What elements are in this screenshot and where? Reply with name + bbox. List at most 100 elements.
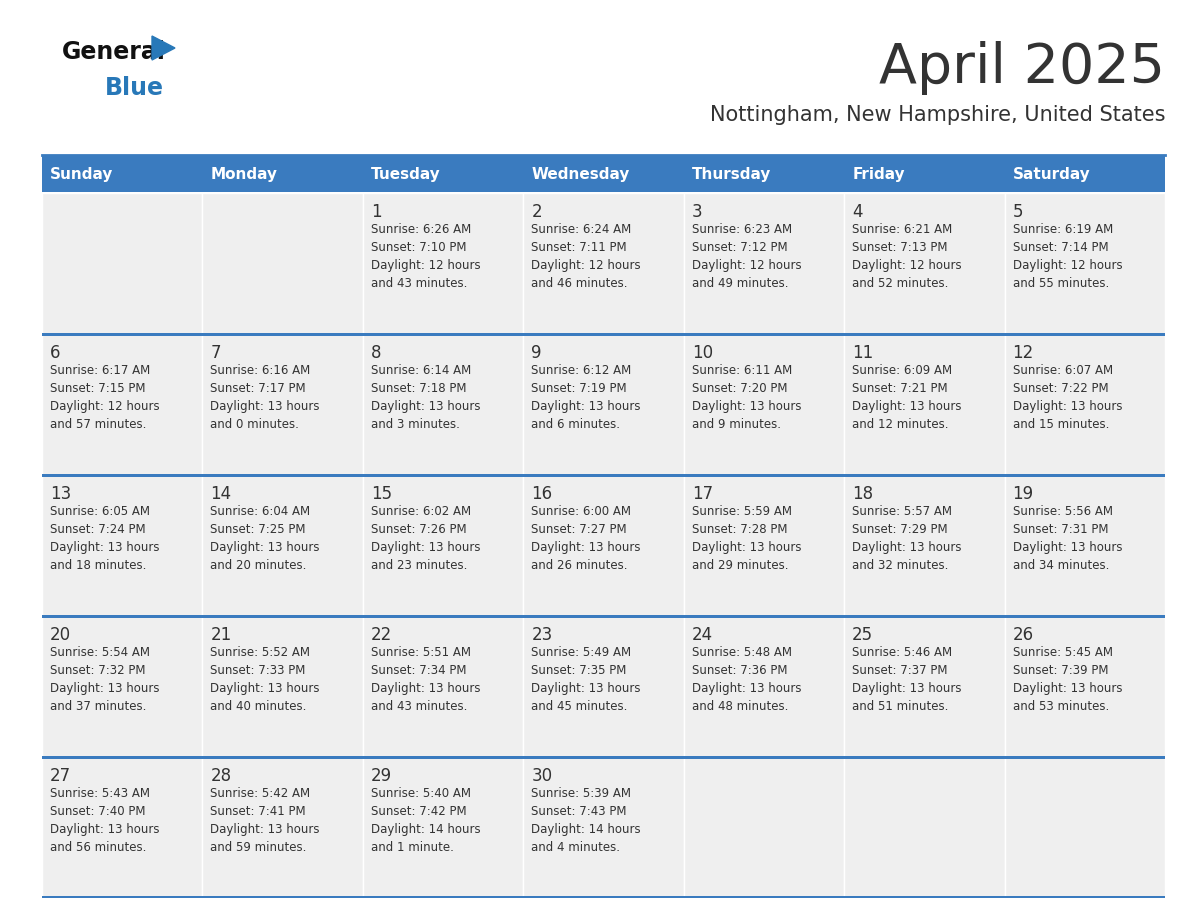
Text: Sunrise: 6:21 AM: Sunrise: 6:21 AM: [852, 223, 953, 236]
Bar: [1005, 334, 1165, 475]
Text: Tuesday: Tuesday: [371, 166, 441, 182]
Text: and 6 minutes.: and 6 minutes.: [531, 418, 620, 431]
Bar: [684, 616, 845, 757]
Text: Sunset: 7:20 PM: Sunset: 7:20 PM: [691, 382, 788, 395]
Text: and 49 minutes.: and 49 minutes.: [691, 277, 788, 290]
Text: 5: 5: [1012, 203, 1023, 221]
Text: Sunrise: 6:11 AM: Sunrise: 6:11 AM: [691, 364, 792, 377]
Text: and 52 minutes.: and 52 minutes.: [852, 277, 948, 290]
Bar: [42, 474, 1165, 476]
Text: Sunset: 7:19 PM: Sunset: 7:19 PM: [531, 382, 627, 395]
Bar: [42, 896, 1165, 898]
Text: and 55 minutes.: and 55 minutes.: [1012, 277, 1108, 290]
Bar: [42, 616, 202, 757]
Text: Daylight: 14 hours: Daylight: 14 hours: [371, 823, 480, 836]
Text: Sunrise: 5:59 AM: Sunrise: 5:59 AM: [691, 505, 791, 518]
Text: Daylight: 13 hours: Daylight: 13 hours: [531, 400, 640, 413]
Text: Sunset: 7:32 PM: Sunset: 7:32 PM: [50, 664, 145, 677]
Bar: [42, 332, 1165, 335]
Text: 25: 25: [852, 626, 873, 644]
Bar: [42, 757, 202, 898]
Text: 9: 9: [531, 344, 542, 362]
Text: 30: 30: [531, 767, 552, 785]
Bar: [362, 193, 523, 334]
Bar: [684, 334, 845, 475]
Text: April 2025: April 2025: [879, 41, 1165, 95]
Text: Daylight: 13 hours: Daylight: 13 hours: [210, 541, 320, 554]
Text: Sunset: 7:18 PM: Sunset: 7:18 PM: [371, 382, 467, 395]
Text: and 48 minutes.: and 48 minutes.: [691, 700, 788, 713]
Text: 4: 4: [852, 203, 862, 221]
Text: 22: 22: [371, 626, 392, 644]
Text: Daylight: 13 hours: Daylight: 13 hours: [371, 541, 480, 554]
Text: Sunset: 7:25 PM: Sunset: 7:25 PM: [210, 523, 307, 536]
Text: Sunset: 7:10 PM: Sunset: 7:10 PM: [371, 241, 467, 254]
Text: Sunrise: 5:51 AM: Sunrise: 5:51 AM: [371, 646, 470, 659]
Text: Sunrise: 6:00 AM: Sunrise: 6:00 AM: [531, 505, 631, 518]
Text: Daylight: 13 hours: Daylight: 13 hours: [1012, 400, 1123, 413]
Text: Nottingham, New Hampshire, United States: Nottingham, New Hampshire, United States: [709, 105, 1165, 125]
Text: Daylight: 13 hours: Daylight: 13 hours: [531, 541, 640, 554]
Text: 7: 7: [210, 344, 221, 362]
Text: and 40 minutes.: and 40 minutes.: [210, 700, 307, 713]
Text: Sunrise: 6:14 AM: Sunrise: 6:14 AM: [371, 364, 472, 377]
Bar: [362, 334, 523, 475]
Text: Wednesday: Wednesday: [531, 166, 630, 182]
Text: 20: 20: [50, 626, 71, 644]
Text: Sunrise: 5:40 AM: Sunrise: 5:40 AM: [371, 787, 470, 800]
Text: Monday: Monday: [210, 166, 278, 182]
Bar: [845, 193, 1005, 334]
Text: Daylight: 13 hours: Daylight: 13 hours: [691, 541, 801, 554]
Bar: [684, 193, 845, 334]
Text: and 15 minutes.: and 15 minutes.: [1012, 418, 1108, 431]
Text: Daylight: 12 hours: Daylight: 12 hours: [50, 400, 159, 413]
Text: and 45 minutes.: and 45 minutes.: [531, 700, 627, 713]
Bar: [362, 475, 523, 616]
Text: Daylight: 12 hours: Daylight: 12 hours: [531, 259, 640, 272]
Text: Sunrise: 6:19 AM: Sunrise: 6:19 AM: [1012, 223, 1113, 236]
Text: 1: 1: [371, 203, 381, 221]
Bar: [845, 334, 1005, 475]
Text: Sunset: 7:21 PM: Sunset: 7:21 PM: [852, 382, 948, 395]
Bar: [523, 193, 684, 334]
Text: 21: 21: [210, 626, 232, 644]
Bar: [845, 616, 1005, 757]
Bar: [362, 155, 523, 193]
Text: Sunset: 7:34 PM: Sunset: 7:34 PM: [371, 664, 467, 677]
Text: 2: 2: [531, 203, 542, 221]
Text: Sunset: 7:35 PM: Sunset: 7:35 PM: [531, 664, 626, 677]
Text: 17: 17: [691, 485, 713, 503]
Text: Sunset: 7:33 PM: Sunset: 7:33 PM: [210, 664, 305, 677]
Text: and 29 minutes.: and 29 minutes.: [691, 559, 788, 572]
Text: 10: 10: [691, 344, 713, 362]
Text: Friday: Friday: [852, 166, 905, 182]
Text: Sunrise: 5:52 AM: Sunrise: 5:52 AM: [210, 646, 310, 659]
Text: Sunset: 7:40 PM: Sunset: 7:40 PM: [50, 805, 145, 818]
Text: and 53 minutes.: and 53 minutes.: [1012, 700, 1108, 713]
Text: Sunset: 7:29 PM: Sunset: 7:29 PM: [852, 523, 948, 536]
Text: 13: 13: [50, 485, 71, 503]
Bar: [202, 334, 362, 475]
Text: Sunset: 7:28 PM: Sunset: 7:28 PM: [691, 523, 788, 536]
Polygon shape: [152, 36, 175, 60]
Text: Daylight: 12 hours: Daylight: 12 hours: [691, 259, 802, 272]
Bar: [362, 616, 523, 757]
Bar: [845, 155, 1005, 193]
Bar: [42, 155, 202, 193]
Text: Daylight: 14 hours: Daylight: 14 hours: [531, 823, 640, 836]
Bar: [202, 616, 362, 757]
Bar: [523, 155, 684, 193]
Text: Sunset: 7:12 PM: Sunset: 7:12 PM: [691, 241, 788, 254]
Text: Daylight: 13 hours: Daylight: 13 hours: [50, 541, 159, 554]
Bar: [202, 155, 362, 193]
Text: Daylight: 13 hours: Daylight: 13 hours: [691, 682, 801, 695]
Text: Sunset: 7:13 PM: Sunset: 7:13 PM: [852, 241, 948, 254]
Text: Blue: Blue: [105, 76, 164, 100]
Text: 11: 11: [852, 344, 873, 362]
Text: and 46 minutes.: and 46 minutes.: [531, 277, 627, 290]
Text: Daylight: 13 hours: Daylight: 13 hours: [371, 682, 480, 695]
Text: Sunset: 7:27 PM: Sunset: 7:27 PM: [531, 523, 627, 536]
Text: Sunrise: 6:04 AM: Sunrise: 6:04 AM: [210, 505, 310, 518]
Text: and 18 minutes.: and 18 minutes.: [50, 559, 146, 572]
Text: and 20 minutes.: and 20 minutes.: [210, 559, 307, 572]
